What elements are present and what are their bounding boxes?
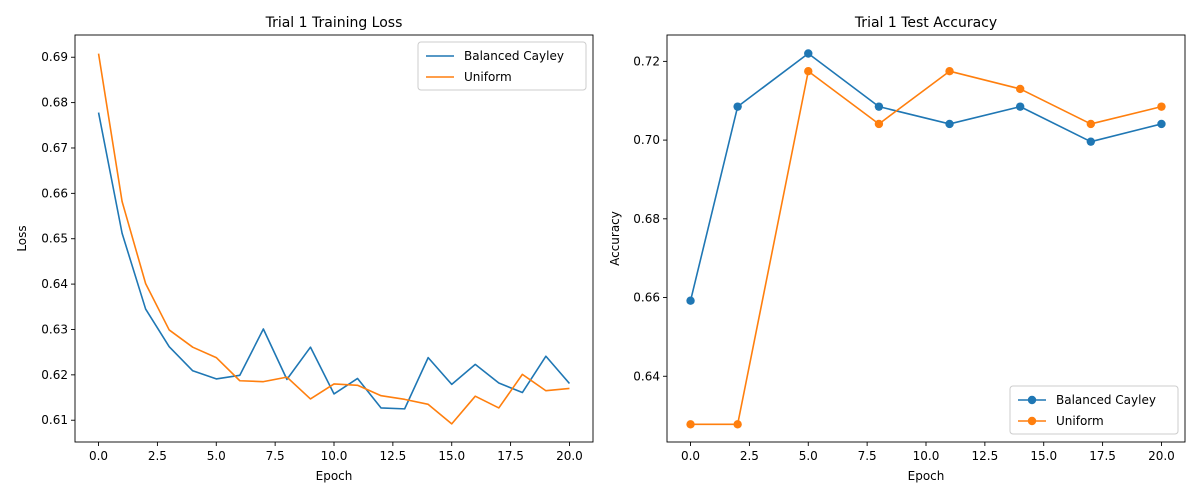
x-tick-label: 20.0 <box>1148 449 1175 463</box>
legend: Balanced Cayley Uniform <box>1009 385 1179 435</box>
plot-frame <box>666 34 1186 443</box>
y-tick-label: 0.64 <box>41 277 68 291</box>
x-axis-label: Epoch <box>316 469 353 483</box>
plot-area <box>686 49 1166 429</box>
x-tick-label: 7.5 <box>266 449 285 463</box>
data-point <box>1157 102 1166 111</box>
legend-box <box>417 41 587 91</box>
legend-marker-1 <box>1027 395 1037 405</box>
y-tick-label: 0.63 <box>41 322 68 336</box>
chart-title: Trial 1 Training Loss <box>265 15 403 31</box>
chart-panel-1: 0.0 2.5 5.0 7.5 10.0 12.5 15.0 17.5 20.0 0.61 0.62… <box>15 15 594 483</box>
y-tick-label: 0.66 <box>41 186 68 200</box>
y-tick-label: 0.62 <box>41 368 68 382</box>
legend: Balanced Cayley Uniform <box>417 41 587 91</box>
x-tick-label: 12.5 <box>972 449 999 463</box>
data-point <box>874 102 884 111</box>
y-tick-label: 0.68 <box>41 96 68 110</box>
y-tick-label: 0.61 <box>41 413 68 427</box>
data-point <box>686 420 695 429</box>
series-line-2 <box>690 70 1162 426</box>
legend-label-2: Uniform <box>1056 414 1104 428</box>
x-axis-label: Epoch <box>908 469 945 483</box>
x-tick-label: 15.0 <box>438 449 465 463</box>
y-tick-label: 0.69 <box>41 50 68 64</box>
data-point <box>804 67 813 76</box>
data-point <box>1015 84 1025 94</box>
data-point <box>1157 119 1166 129</box>
data-point <box>945 119 954 129</box>
y-tick-label: 0.68 <box>633 212 660 226</box>
legend-box <box>1009 385 1179 435</box>
data-point <box>733 420 742 429</box>
x-tick-label: 0.0 <box>681 449 700 463</box>
chart-title: Trial 1 Test Accuracy <box>854 15 997 31</box>
series-line-1 <box>97 112 571 410</box>
x-tick-label: 0.0 <box>89 449 108 463</box>
data-point <box>1086 119 1096 129</box>
y-axis-label: Loss <box>15 225 29 251</box>
chart-panel-2: 0.0 2.5 5.0 7.5 10.0 12.5 15.0 17.5 20.0 0.64 0.66… <box>608 15 1186 483</box>
data-point <box>1086 137 1096 146</box>
data-point <box>733 102 742 111</box>
data-point <box>1015 102 1025 111</box>
legend-marker-2 <box>1027 416 1037 426</box>
y-tick-label: 0.66 <box>633 291 660 305</box>
x-tick-label: 2.5 <box>148 449 167 463</box>
y-tick-label: 0.70 <box>633 133 660 147</box>
data-point <box>945 67 954 76</box>
x-tick-label: 15.0 <box>1030 449 1057 463</box>
legend-label-2: Uniform <box>464 70 512 84</box>
x-tick-label: 2.5 <box>740 449 759 463</box>
x-tick-label: 7.5 <box>858 449 877 463</box>
x-tick-label: 17.5 <box>497 449 524 463</box>
plot-area <box>97 53 571 425</box>
x-tick-label: 20.0 <box>556 449 583 463</box>
x-tick-label: 10.0 <box>321 449 348 463</box>
plot-frame <box>74 34 594 443</box>
y-tick-label: 0.65 <box>41 232 68 246</box>
data-point <box>686 296 695 305</box>
series-line-1 <box>689 52 1162 301</box>
y-axis-label: Accuracy <box>608 211 622 266</box>
x-tick-label: 5.0 <box>207 449 226 463</box>
x-tick-label: 17.5 <box>1089 449 1116 463</box>
data-point <box>874 119 884 129</box>
data-point <box>804 49 813 58</box>
series-line-2 <box>97 53 570 425</box>
y-tick-label: 0.64 <box>633 369 660 383</box>
legend-label-1: Balanced Cayley <box>464 49 564 63</box>
legend-label-1: Balanced Cayley <box>1056 393 1156 407</box>
x-tick-label: 10.0 <box>913 449 940 463</box>
y-tick-label: 0.72 <box>633 54 660 68</box>
x-tick-label: 12.5 <box>380 449 407 463</box>
x-tick-label: 5.0 <box>799 449 818 463</box>
y-tick-label: 0.67 <box>41 141 68 155</box>
